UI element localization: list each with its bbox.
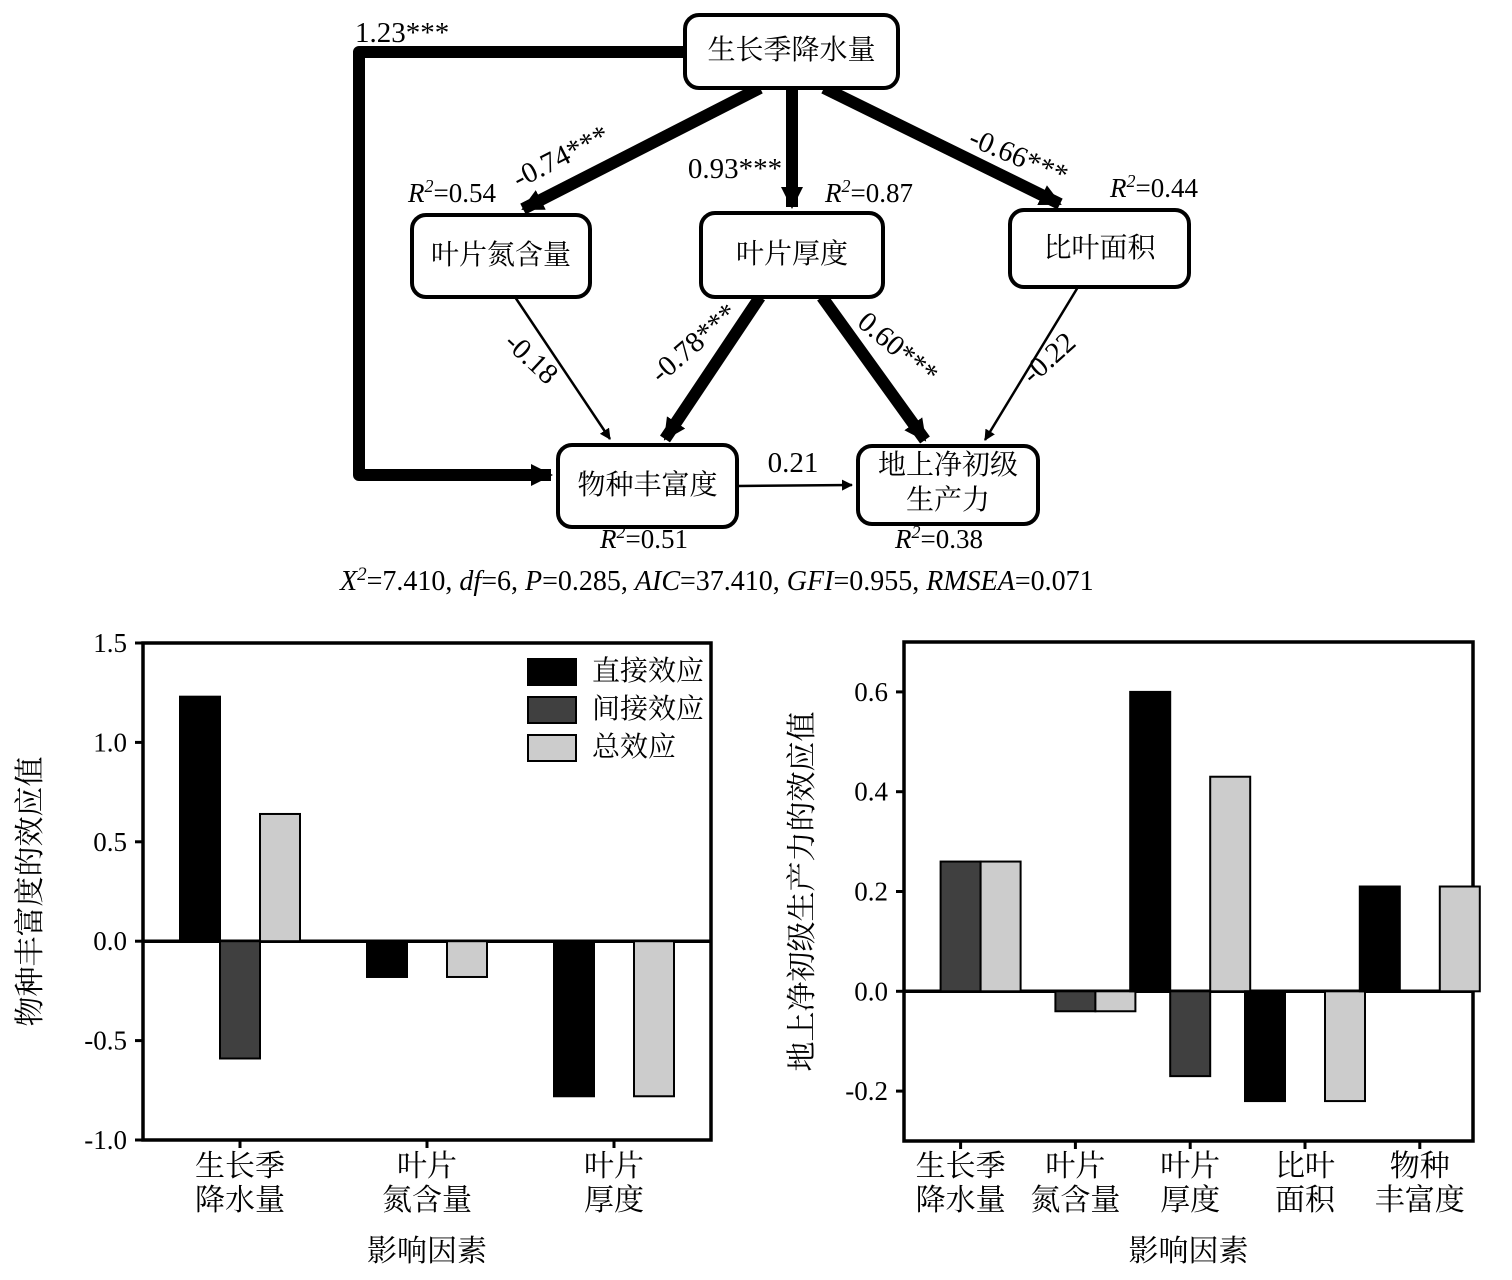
svg-text:生长季降水量: 生长季降水量 [707,28,875,68]
svg-text:R2=0.87: R2=0.87 [824,176,913,208]
svg-text:氮含量: 氮含量 [1030,1175,1120,1219]
svg-text:-0.2: -0.2 [845,1076,888,1106]
svg-text:1.5: 1.5 [93,628,127,658]
svg-text:1.0: 1.0 [93,727,127,757]
svg-text:物种丰富度: 物种丰富度 [577,463,717,503]
svg-text:0.0: 0.0 [854,976,888,1006]
svg-text:叶片厚度: 叶片厚度 [736,232,848,272]
svg-text:-1.0: -1.0 [84,1125,127,1155]
svg-text:面积: 面积 [1275,1175,1336,1219]
svg-text:比叶面积: 比叶面积 [1043,226,1156,266]
svg-text:影响因素: 影响因素 [1129,1226,1249,1270]
svg-text:R2=0.38: R2=0.38 [894,522,983,554]
svg-text:间接效应: 间接效应 [592,687,704,727]
svg-text:叶片氮含量: 叶片氮含量 [431,233,571,273]
svg-text:丰富度: 丰富度 [1375,1175,1465,1219]
svg-text:X2=7.410, df=6, P=0.285, AIC=3: X2=7.410, df=6, P=0.285, AIC=37.410, GFI… [339,564,1094,598]
svg-text:1.23***: 1.23*** [355,17,449,49]
svg-text:R2=0.54: R2=0.54 [407,176,496,208]
svg-text:影响因素: 影响因素 [367,1226,487,1270]
svg-text:厚度: 厚度 [1160,1175,1220,1219]
svg-text:-0.5: -0.5 [84,1026,127,1056]
svg-text:降水量: 降水量 [916,1175,1006,1219]
svg-text:R2=0.51: R2=0.51 [599,522,688,554]
svg-text:厚度: 厚度 [584,1175,644,1219]
svg-text:地上净初级生产力的效应值: 地上净初级生产力的效应值 [777,712,821,1072]
svg-text:地上净初级: 地上净初级 [878,443,1018,483]
svg-text:0.6: 0.6 [854,677,888,707]
svg-text:R2=0.44: R2=0.44 [1109,171,1198,203]
svg-text:0.93***: 0.93*** [688,153,782,185]
svg-text:总效应: 总效应 [592,725,676,765]
svg-text:0.5: 0.5 [93,827,127,857]
svg-text:0.4: 0.4 [854,777,888,807]
svg-text:降水量: 降水量 [195,1175,285,1219]
svg-text:0.0: 0.0 [93,926,127,956]
svg-text:0.2: 0.2 [854,877,888,907]
svg-text:生产力: 生产力 [906,478,990,518]
svg-text:物种丰富度的效应值: 物种丰富度的效应值 [5,757,49,1027]
svg-text:0.21: 0.21 [768,447,819,479]
svg-text:氮含量: 氮含量 [382,1175,472,1219]
svg-text:直接效应: 直接效应 [592,649,704,689]
